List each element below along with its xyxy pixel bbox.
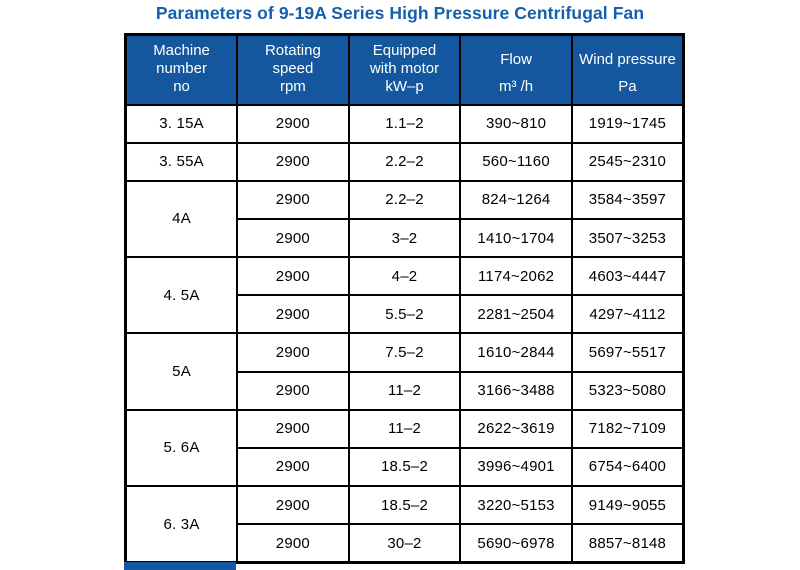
speed-cell: 2900 bbox=[236, 408, 350, 449]
column-header-unit: rpm bbox=[279, 77, 306, 95]
column-header-unit: no bbox=[173, 77, 190, 95]
flow-cell: 3220~5153 bbox=[459, 485, 573, 526]
motor-cell: 11–2 bbox=[347, 408, 462, 449]
pressure-cell: 7182~7109 bbox=[570, 408, 685, 449]
table-row: 6. 3A 2900 18.5–2 3220~5153 9149~9055 bbox=[124, 485, 685, 564]
flow-cell: 1410~1704 bbox=[459, 217, 573, 259]
machine-cell: 3. 55A bbox=[124, 141, 239, 182]
pressure-cell: 5697~5517 bbox=[570, 332, 685, 373]
column-header-label: Equipped with motor bbox=[369, 41, 440, 77]
table-row: 3. 15A 2900 1.1–2 390~810 1919~1745 bbox=[124, 103, 685, 144]
column-header-unit: kW–p bbox=[385, 77, 424, 95]
table-row: 4. 5A 2900 4–2 1174~2062 4603~4447 bbox=[124, 256, 685, 335]
flow-cell: 2281~2504 bbox=[459, 294, 573, 335]
motor-cell: 18.5–2 bbox=[347, 446, 462, 488]
machine-cell: 4. 5A bbox=[124, 256, 239, 335]
pressure-cell: 8857~8148 bbox=[570, 523, 685, 564]
table-row: 2900 18.5–2 3996~4901 6754~6400 bbox=[126, 446, 685, 488]
motor-cell: 3–2 bbox=[347, 217, 462, 259]
speed-cell: 2900 bbox=[236, 294, 350, 335]
machine-cell: 6. 3A bbox=[124, 485, 239, 564]
motor-cell: 7.5–2 bbox=[347, 332, 462, 373]
pressure-cell: 9149~9055 bbox=[570, 485, 685, 526]
speed-cell: 2900 bbox=[236, 217, 350, 259]
table-row: 5A 2900 7.5–2 1610~2844 5697~5517 bbox=[124, 332, 685, 411]
motor-cell: 4–2 bbox=[347, 256, 462, 297]
flow-cell: 5690~6978 bbox=[459, 523, 573, 564]
column-header-label: Wind pressure bbox=[579, 50, 676, 68]
machine-cell: 5. 6A bbox=[124, 408, 239, 488]
column-header-rotating-speed: Rotating speed rpm bbox=[236, 33, 350, 106]
motor-cell: 1.1–2 bbox=[347, 103, 462, 144]
column-header-label: Machine number bbox=[153, 41, 210, 77]
speed-cell: 2900 bbox=[236, 332, 350, 373]
column-header-unit: Pa bbox=[618, 77, 637, 95]
pressure-cell: 5323~5080 bbox=[570, 370, 685, 411]
motor-cell: 2.2–2 bbox=[347, 179, 462, 220]
table-row: 4A 2900 2.2–2 824~1264 3584~3597 bbox=[124, 179, 685, 259]
flow-cell: 824~1264 bbox=[459, 179, 573, 220]
speed-cell: 2900 bbox=[236, 103, 350, 144]
column-header-equipped-motor: Equipped with motor kW–p bbox=[347, 33, 462, 106]
pressure-cell: 1919~1745 bbox=[570, 103, 685, 144]
speed-cell: 2900 bbox=[236, 485, 350, 526]
table-row: 2900 30–2 5690~6978 8857~8148 bbox=[126, 523, 685, 564]
flow-cell: 1610~2844 bbox=[459, 332, 573, 373]
page-title: Parameters of 9-19A Series High Pressure… bbox=[155, 3, 645, 23]
pressure-cell: 3507~3253 bbox=[570, 217, 685, 259]
flow-cell: 1174~2062 bbox=[459, 256, 573, 297]
motor-cell: 18.5–2 bbox=[347, 485, 462, 526]
flow-cell: 390~810 bbox=[459, 103, 573, 144]
table-row: 2900 11–2 3166~3488 5323~5080 bbox=[126, 370, 685, 411]
motor-cell: 11–2 bbox=[347, 370, 462, 411]
column-header-wind-pressure: Wind pressure Pa bbox=[570, 33, 685, 106]
speed-cell: 2900 bbox=[236, 179, 350, 220]
pressure-cell: 3584~3597 bbox=[570, 179, 685, 220]
motor-cell: 2.2–2 bbox=[347, 141, 462, 182]
table-row: 2900 3–2 1410~1704 3507~3253 bbox=[126, 217, 685, 259]
motor-cell: 30–2 bbox=[347, 523, 462, 564]
speed-cell: 2900 bbox=[236, 523, 350, 564]
speed-cell: 2900 bbox=[236, 446, 350, 488]
flow-cell: 3166~3488 bbox=[459, 370, 573, 411]
fan-parameters-table: Machine number no Rotating speed rpm Equ… bbox=[124, 33, 685, 564]
column-header-label: Flow bbox=[500, 50, 532, 68]
flow-cell: 2622~3619 bbox=[459, 408, 573, 449]
pressure-cell: 4297~4112 bbox=[570, 294, 685, 335]
speed-cell: 2900 bbox=[236, 370, 350, 411]
speed-cell: 2900 bbox=[236, 141, 350, 182]
machine-cell: 5A bbox=[124, 332, 239, 411]
machine-cell: 3. 15A bbox=[124, 103, 239, 144]
speed-cell: 2900 bbox=[236, 256, 350, 297]
motor-cell: 5.5–2 bbox=[347, 294, 462, 335]
table-row: 2900 5.5–2 2281~2504 4297~4112 bbox=[126, 294, 685, 335]
flow-cell: 560~1160 bbox=[459, 141, 573, 182]
pressure-cell: 2545~2310 bbox=[570, 141, 685, 182]
table-row: 3. 55A 2900 2.2–2 560~1160 2545~2310 bbox=[124, 141, 685, 182]
partial-header-bar bbox=[124, 562, 236, 570]
pressure-cell: 4603~4447 bbox=[570, 256, 685, 297]
column-header-unit: m³ /h bbox=[498, 77, 534, 95]
column-header-label: Rotating speed bbox=[264, 41, 321, 77]
table-row: 5. 6A 2900 11–2 2622~3619 7182~7109 bbox=[124, 408, 685, 488]
machine-cell: 4A bbox=[124, 179, 239, 259]
flow-cell: 3996~4901 bbox=[459, 446, 573, 488]
column-header-flow: Flow m³ /h bbox=[459, 33, 573, 106]
column-header-machine-number: Machine number no bbox=[124, 33, 239, 106]
header-row: Machine number no Rotating speed rpm Equ… bbox=[124, 33, 685, 106]
pressure-cell: 6754~6400 bbox=[570, 446, 685, 488]
